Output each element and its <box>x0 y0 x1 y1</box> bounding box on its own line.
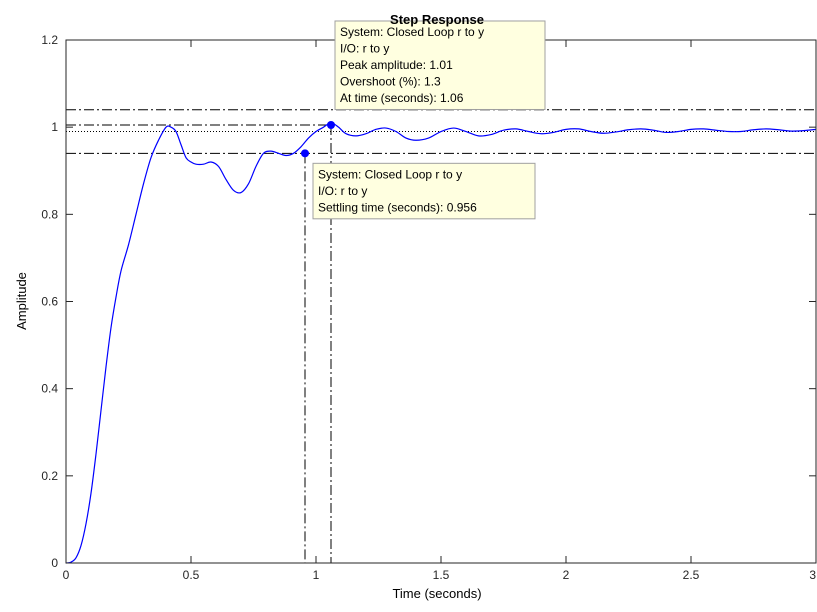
datatip-text: I/O: r to y <box>340 41 389 55</box>
datatip-text: System: Closed Loop r to y <box>318 167 462 181</box>
datatip-text: Overshoot (%): 1.3 <box>340 74 441 88</box>
datatip-text: System: Closed Loop r to y <box>340 25 484 39</box>
datatip-text: At time (seconds): 1.06 <box>340 91 464 105</box>
settling-datatip[interactable]: System: Closed Loop r to y I/O: r to y Set… <box>312 162 536 220</box>
y-tick-label: 0.6 <box>41 295 58 309</box>
datatip-text: Settling time (seconds): 0.956 <box>318 200 477 214</box>
y-tick-label: 0 <box>51 556 58 570</box>
datatip-box <box>334 20 546 110</box>
x-tick-label: 2 <box>563 568 570 582</box>
x-tick-label: 1 <box>313 568 320 582</box>
datatip-marker[interactable] <box>327 120 335 129</box>
chart-title: Step Response <box>390 12 484 27</box>
x-tick-label: 3 <box>809 568 816 582</box>
x-tick-label: 2.5 <box>683 568 700 582</box>
x-axis-label: Time (seconds) <box>392 586 481 601</box>
datatip-box <box>312 162 536 220</box>
datatip-text: Peak amplitude: 1.01 <box>340 58 453 72</box>
x-tick-label: 0 <box>63 568 70 582</box>
axes-box <box>65 39 817 564</box>
datatip-marker[interactable] <box>301 149 309 158</box>
y-tick-label: 1.2 <box>41 33 58 47</box>
x-tick-label: 0.5 <box>183 568 200 582</box>
datatip-text: I/O: r to y <box>318 184 367 198</box>
y-axis-label: Amplitude <box>14 272 29 330</box>
y-tick-label: 1 <box>51 120 58 134</box>
y-tick-label: 0.4 <box>41 382 58 396</box>
x-tick-label: 1.5 <box>433 568 450 582</box>
peak-datatip[interactable]: System: Closed Loop r to y I/O: r to y Pea… <box>334 20 546 110</box>
y-tick-label: 0.2 <box>41 469 58 483</box>
y-tick-label: 0.8 <box>41 207 58 221</box>
